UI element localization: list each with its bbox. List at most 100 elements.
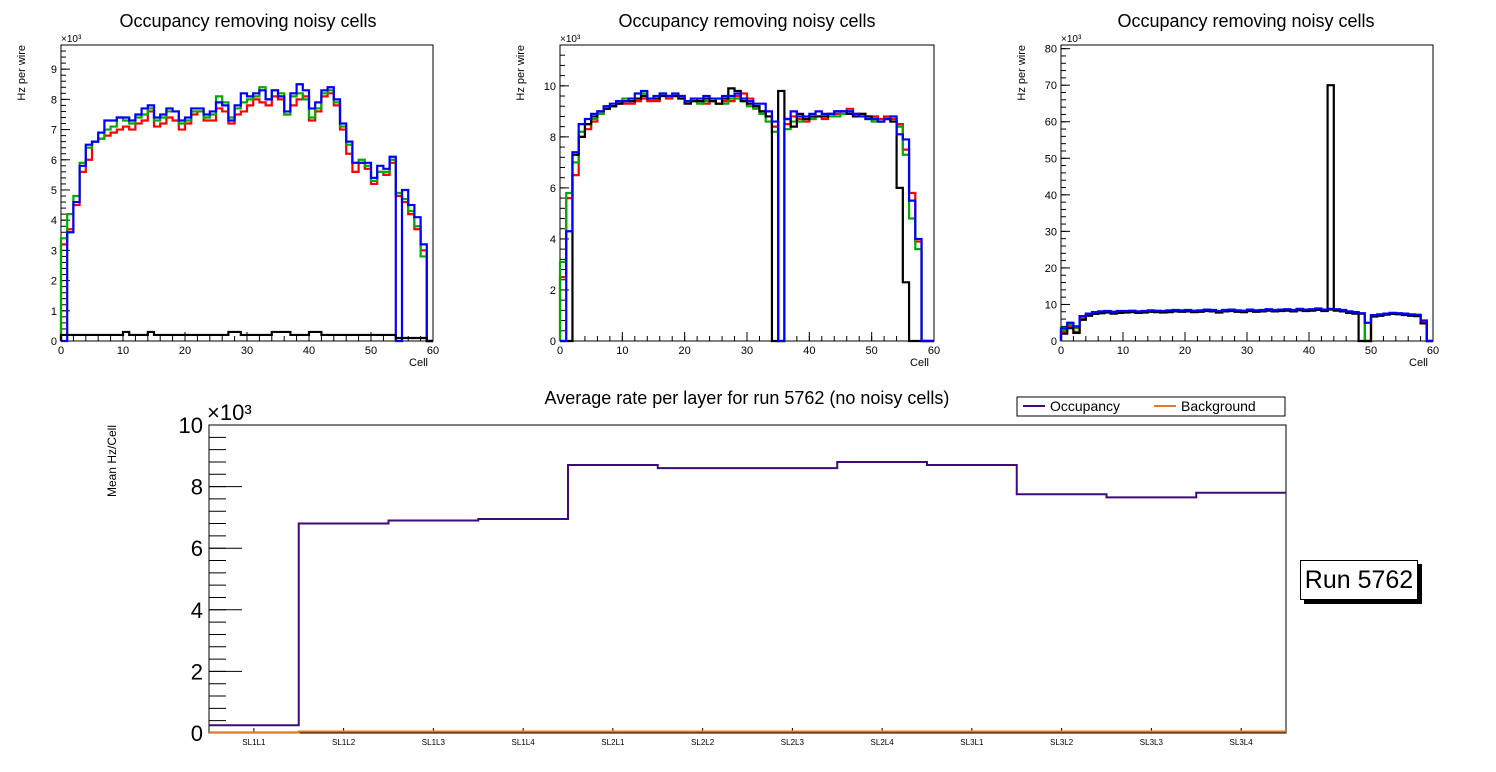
panel-title: Occupancy removing noisy cells (1117, 11, 1374, 31)
panel-title: Occupancy removing noisy cells (618, 11, 875, 31)
y-tick-label: 6 (51, 155, 57, 167)
category-label: SL1L3 (422, 738, 446, 747)
y-tick-label: 1 (51, 306, 57, 318)
summary-y-tick-label: 0 (191, 721, 203, 746)
y-tick-label: 0 (550, 336, 556, 348)
x-axis-label: Cell (409, 357, 428, 369)
y-tick-label: 20 (1045, 263, 1057, 275)
hist-panel-2 (558, 44, 935, 343)
y-tick-label: 6 (550, 183, 556, 195)
x-tick-label: 30 (741, 345, 753, 357)
category-label: SL3L4 (1230, 738, 1254, 747)
hist-series-3 (1059, 84, 1433, 343)
y-tick-label: 0 (51, 336, 57, 348)
y-tick-label: 70 (1045, 80, 1057, 92)
summary-y-tick-label: 8 (191, 475, 203, 500)
run-label: Run 5762 (1304, 565, 1414, 594)
y-tick-label: 5 (51, 185, 57, 197)
y-tick-label: 30 (1045, 226, 1057, 238)
x-tick-label: 0 (58, 345, 64, 357)
x-tick-label: 20 (679, 345, 691, 357)
y-axis-label: Hz per wire (515, 45, 527, 101)
category-label: SL1L1 (242, 738, 266, 747)
y-axis-label: Hz per wire (16, 45, 28, 101)
y-tick-label: 4 (550, 234, 556, 246)
hist-series-2 (558, 92, 934, 343)
y-tick-label: 8 (51, 94, 57, 106)
x-tick-label: 50 (1365, 345, 1377, 357)
x-tick-label: 50 (365, 345, 377, 357)
y-tick-label: 3 (51, 245, 57, 257)
category-label: SL3L1 (960, 738, 984, 747)
hist-series-4 (59, 330, 433, 343)
summary-series-background (209, 730, 1286, 734)
category-label: SL1L2 (332, 738, 356, 747)
x-tick-label: 50 (866, 345, 878, 357)
x-tick-label: 10 (1117, 345, 1129, 357)
x-tick-label: 40 (303, 345, 315, 357)
y-axis-exponent: ×10³ (61, 34, 82, 45)
x-tick-label: 20 (1179, 345, 1191, 357)
legend-label-occupancy: Occupancy (1050, 398, 1120, 414)
category-label: SL2L1 (601, 738, 625, 747)
legend (1016, 396, 1286, 417)
category-label: SL2L2 (691, 738, 715, 747)
y-tick-label: 7 (51, 125, 57, 137)
x-tick-label: 10 (117, 345, 129, 357)
y-tick-label: 4 (51, 215, 57, 227)
run-label-box: Run 5762 (1300, 560, 1418, 600)
x-axis-label: Cell (910, 357, 929, 369)
summary-y-exponent: ×10³ (207, 400, 252, 425)
y-axis-exponent: ×10³ (1061, 34, 1082, 45)
y-tick-label: 0 (1051, 336, 1057, 348)
hist-series-4 (560, 89, 934, 343)
y-tick-label: 2 (550, 285, 556, 297)
category-label: SL2L3 (781, 738, 805, 747)
hist-panel-1 (59, 44, 434, 343)
summary-title: Average rate per layer for run 5762 (no … (545, 388, 950, 408)
y-axis-label: Hz per wire (1016, 45, 1028, 101)
category-label: SL3L2 (1050, 738, 1074, 747)
rate-per-layer-plot (208, 424, 1287, 734)
y-tick-label: 9 (51, 64, 57, 76)
x-tick-label: 60 (1427, 345, 1439, 357)
hist-series-4 (1059, 307, 1433, 343)
hist-series-1 (59, 92, 433, 343)
hist-panel-3 (1059, 44, 1434, 343)
y-tick-label: 60 (1045, 117, 1057, 129)
y-tick-label: 2 (51, 276, 57, 288)
y-tick-label: 80 (1045, 44, 1057, 56)
x-tick-label: 40 (1303, 345, 1315, 357)
x-axis-label: Cell (1409, 357, 1428, 369)
x-tick-label: 60 (928, 345, 940, 357)
summary-y-label: Mean Hz/Cell (105, 425, 119, 497)
summary-frame (208, 424, 1287, 734)
hist-series-3 (560, 87, 934, 343)
category-label: SL2L4 (871, 738, 895, 747)
y-tick-label: 8 (550, 132, 556, 144)
plot-frame (60, 44, 434, 342)
summary-y-tick-label: 2 (191, 659, 203, 684)
x-tick-label: 0 (557, 345, 563, 357)
hist-series-1 (558, 92, 934, 343)
x-tick-label: 20 (179, 345, 191, 357)
plot-frame (559, 44, 935, 342)
plot-frame (1060, 44, 1434, 342)
category-label: SL3L3 (1140, 738, 1164, 747)
x-tick-label: 10 (616, 345, 628, 357)
category-label: SL1L4 (512, 738, 536, 747)
x-tick-label: 0 (1058, 345, 1064, 357)
y-tick-label: 10 (1045, 299, 1057, 311)
legend-box (1016, 396, 1286, 417)
x-tick-label: 30 (1241, 345, 1253, 357)
y-axis-exponent: ×10³ (560, 34, 581, 45)
summary-y-tick-label: 4 (191, 598, 203, 623)
summary-series-occupancy (209, 460, 1286, 727)
x-tick-label: 30 (241, 345, 253, 357)
y-tick-label: 50 (1045, 153, 1057, 165)
legend-label-background: Background (1181, 398, 1256, 414)
x-tick-label: 60 (427, 345, 439, 357)
hist-series-3 (61, 83, 433, 343)
panel-title: Occupancy removing noisy cells (119, 11, 376, 31)
